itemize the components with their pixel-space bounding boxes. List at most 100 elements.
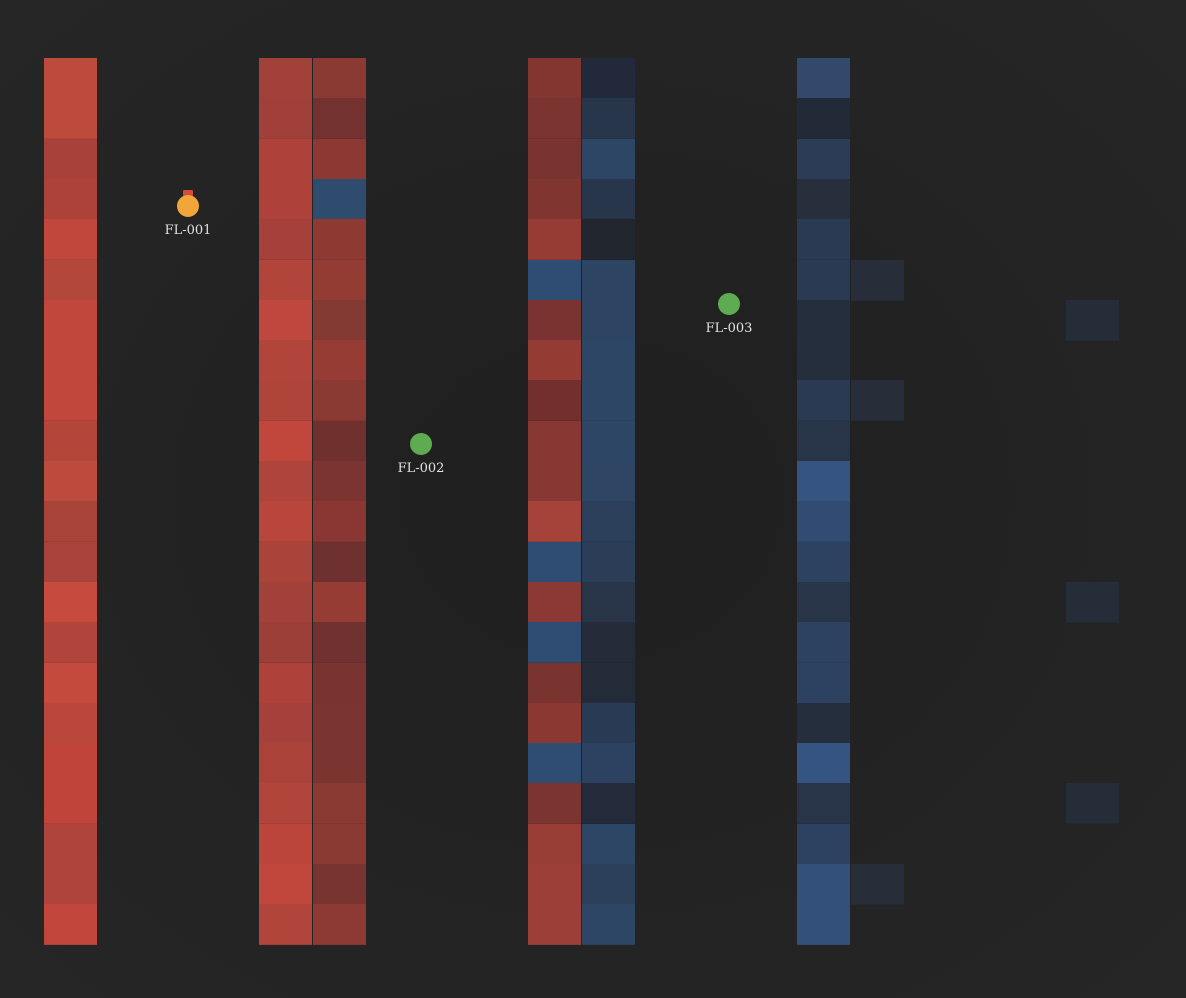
rack-cell-d1[interactable] <box>797 421 850 462</box>
rack-cell-d1[interactable] <box>797 461 850 502</box>
rack-cell-c2[interactable] <box>582 98 635 139</box>
rack-cell-d1[interactable] <box>797 179 850 220</box>
rack-cell-c2[interactable] <box>582 542 635 583</box>
rack-cell-b1[interactable] <box>259 260 312 301</box>
rack-cell-d1[interactable] <box>797 582 850 623</box>
rack-cell-c1[interactable] <box>528 703 581 744</box>
rack-cell-a1[interactable] <box>44 904 97 945</box>
rack-cell-a1[interactable] <box>44 622 97 663</box>
rack-cell-b2[interactable] <box>313 461 366 502</box>
rack-cell-b1[interactable] <box>259 824 312 865</box>
rack-cell-c2[interactable] <box>582 179 635 220</box>
rack-cell-d2[interactable] <box>851 380 904 421</box>
rack-cell-b2[interactable] <box>313 743 366 784</box>
rack-cell-d1[interactable] <box>797 824 850 865</box>
rack-cell-b2[interactable] <box>313 300 366 341</box>
rack-cell-e1[interactable] <box>1066 582 1119 623</box>
rack-cell-c2[interactable] <box>582 380 635 421</box>
rack-cell-b2[interactable] <box>313 179 366 220</box>
rack-cell-a1[interactable] <box>44 421 97 462</box>
rack-cell-d2[interactable] <box>851 864 904 905</box>
rack-cell-b2[interactable] <box>313 139 366 180</box>
rack-cell-c2[interactable] <box>582 260 635 301</box>
rack-cell-d1[interactable] <box>797 300 850 341</box>
rack-cell-c2[interactable] <box>582 824 635 865</box>
rack-cell-a1[interactable] <box>44 139 97 180</box>
rack-cell-d2[interactable] <box>851 260 904 301</box>
rack-cell-b1[interactable] <box>259 380 312 421</box>
rack-cell-c1[interactable] <box>528 219 581 260</box>
rack-cell-c1[interactable] <box>528 904 581 945</box>
rack-cell-b1[interactable] <box>259 743 312 784</box>
rack-cell-c2[interactable] <box>582 783 635 824</box>
rack-cell-a1[interactable] <box>44 703 97 744</box>
rack-cell-d1[interactable] <box>797 380 850 421</box>
rack-cell-c1[interactable] <box>528 98 581 139</box>
rack-cell-b2[interactable] <box>313 622 366 663</box>
rack-cell-d1[interactable] <box>797 703 850 744</box>
rack-cell-b1[interactable] <box>259 501 312 542</box>
rack-cell-c1[interactable] <box>528 864 581 905</box>
rack-cell-c1[interactable] <box>528 139 581 180</box>
rack-cell-b2[interactable] <box>313 904 366 945</box>
rack-cell-d1[interactable] <box>797 663 850 704</box>
rack-cell-b2[interactable] <box>313 380 366 421</box>
rack-cell-c1[interactable] <box>528 300 581 341</box>
rack-cell-b2[interactable] <box>313 542 366 583</box>
rack-cell-b1[interactable] <box>259 663 312 704</box>
rack-cell-b1[interactable] <box>259 219 312 260</box>
forklift-fl-003[interactable]: FL-003 <box>706 293 752 336</box>
rack-cell-b1[interactable] <box>259 98 312 139</box>
rack-cell-c2[interactable] <box>582 864 635 905</box>
rack-cell-b2[interactable] <box>313 783 366 824</box>
rack-cell-a1[interactable] <box>44 743 97 784</box>
rack-cell-d1[interactable] <box>797 58 850 99</box>
rack-cell-b1[interactable] <box>259 461 312 502</box>
rack-cell-a1[interactable] <box>44 340 97 381</box>
rack-cell-d1[interactable] <box>797 864 850 905</box>
rack-cell-a1[interactable] <box>44 582 97 623</box>
rack-cell-b1[interactable] <box>259 582 312 623</box>
rack-cell-b1[interactable] <box>259 622 312 663</box>
rack-cell-a1[interactable] <box>44 501 97 542</box>
rack-cell-c2[interactable] <box>582 58 635 99</box>
rack-cell-d1[interactable] <box>797 139 850 180</box>
rack-cell-d1[interactable] <box>797 219 850 260</box>
rack-cell-c2[interactable] <box>582 300 635 341</box>
rack-cell-d1[interactable] <box>797 783 850 824</box>
rack-cell-d1[interactable] <box>797 260 850 301</box>
rack-cell-c2[interactable] <box>582 461 635 502</box>
rack-cell-c2[interactable] <box>582 421 635 462</box>
rack-cell-b1[interactable] <box>259 179 312 220</box>
rack-cell-b1[interactable] <box>259 300 312 341</box>
rack-cell-c1[interactable] <box>528 501 581 542</box>
rack-cell-b1[interactable] <box>259 783 312 824</box>
rack-cell-a1[interactable] <box>44 179 97 220</box>
rack-cell-c1[interactable] <box>528 340 581 381</box>
rack-cell-a1[interactable] <box>44 219 97 260</box>
rack-cell-a1[interactable] <box>44 783 97 824</box>
rack-cell-c2[interactable] <box>582 501 635 542</box>
rack-cell-b2[interactable] <box>313 501 366 542</box>
rack-cell-b1[interactable] <box>259 703 312 744</box>
rack-cell-c2[interactable] <box>582 622 635 663</box>
rack-cell-d1[interactable] <box>797 542 850 583</box>
rack-cell-b2[interactable] <box>313 260 366 301</box>
rack-cell-a1[interactable] <box>44 380 97 421</box>
rack-cell-d1[interactable] <box>797 743 850 784</box>
rack-cell-d1[interactable] <box>797 622 850 663</box>
rack-cell-c2[interactable] <box>582 139 635 180</box>
forklift-fl-001[interactable]: FL-001 <box>165 190 211 238</box>
rack-cell-b2[interactable] <box>313 824 366 865</box>
rack-cell-a1[interactable] <box>44 461 97 502</box>
rack-cell-b1[interactable] <box>259 139 312 180</box>
rack-cell-b1[interactable] <box>259 58 312 99</box>
rack-cell-b1[interactable] <box>259 421 312 462</box>
rack-cell-a1[interactable] <box>44 824 97 865</box>
rack-cell-a1[interactable] <box>44 300 97 341</box>
rack-cell-c1[interactable] <box>528 622 581 663</box>
rack-cell-c1[interactable] <box>528 380 581 421</box>
rack-cell-b2[interactable] <box>313 582 366 623</box>
rack-cell-c2[interactable] <box>582 582 635 623</box>
